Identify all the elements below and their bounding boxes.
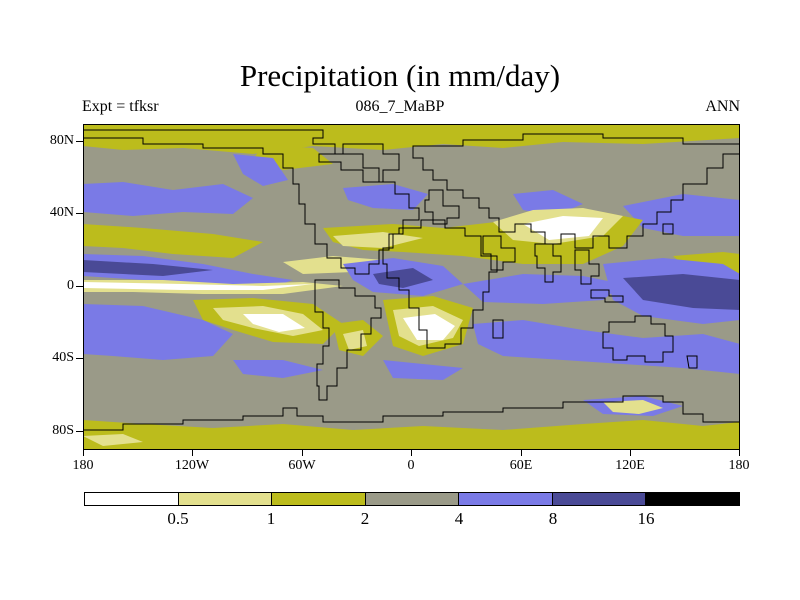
antarctic-low-strip xyxy=(83,434,143,446)
north-america-coast xyxy=(83,129,420,275)
australia-coast xyxy=(602,315,674,363)
lon-tick xyxy=(739,450,740,456)
colorbar-label: 16 xyxy=(637,509,655,528)
south-pacific-wet-east xyxy=(233,360,323,378)
north-atlantic-wet xyxy=(343,184,428,210)
colorbar-box xyxy=(365,493,460,505)
north-pacific-dry xyxy=(83,224,263,258)
lat-tick xyxy=(76,358,83,359)
south-pacific-wet xyxy=(83,304,233,360)
europe-peninsula xyxy=(424,189,460,225)
lon-label-0: 0 xyxy=(407,458,415,473)
itcz-pacific-core xyxy=(83,260,213,276)
lat-label-40s: 40S xyxy=(52,350,74,365)
experiment-label: Expt = tfksr xyxy=(82,98,159,115)
south-atlantic-wet xyxy=(383,360,463,380)
colorbar-box xyxy=(646,493,740,505)
south-america-coast xyxy=(314,279,382,401)
colorbar-box xyxy=(459,493,553,505)
south-africa-core xyxy=(403,314,455,340)
new-zealand-coast xyxy=(686,355,698,369)
colorbar-label: 2 xyxy=(360,509,370,528)
north-america-wet xyxy=(233,154,288,186)
lon-label-60e: 60E xyxy=(509,458,533,473)
lon-label-180w: 180 xyxy=(72,458,94,473)
arabia-coast xyxy=(482,235,516,271)
antarctic-low-patch xyxy=(603,400,663,414)
colorbar-label: 8 xyxy=(548,509,558,528)
lon-tick xyxy=(302,450,303,456)
lat-label-80s: 80S xyxy=(52,423,74,438)
colorbar-label: 0.5 xyxy=(167,509,189,528)
lon-label-120e: 120E xyxy=(615,458,645,473)
sahara-low xyxy=(333,232,423,248)
congo-core xyxy=(373,268,433,288)
lon-tick xyxy=(411,450,412,456)
japan-coast xyxy=(662,223,674,235)
lat-tick xyxy=(76,431,83,432)
time-label: 086_7_MaBP xyxy=(355,98,445,115)
eurasia-coast xyxy=(412,133,740,249)
antarctic-dry-band xyxy=(83,420,740,450)
india-coast xyxy=(534,243,562,283)
north-pacific-wet xyxy=(83,182,253,216)
north-west-pacific-wet xyxy=(623,194,740,236)
lon-label-180e: 180 xyxy=(728,458,750,473)
lat-label-40n: 40N xyxy=(49,205,74,220)
precipitation-map xyxy=(83,124,740,450)
madagascar-coast xyxy=(492,319,504,339)
lat-tick xyxy=(76,141,83,142)
west-pacific-core xyxy=(623,274,740,310)
africa-coast xyxy=(382,219,498,349)
lat-label-80n: 80N xyxy=(49,133,74,148)
greenland-coast xyxy=(318,143,400,183)
southeast-asia-coast xyxy=(574,249,600,285)
colorbar-box xyxy=(85,493,179,505)
indonesia-coast xyxy=(590,289,624,303)
colorbar-box xyxy=(178,493,273,505)
colorbar-label: 4 xyxy=(454,509,464,528)
lat-label-0: 0 xyxy=(67,278,74,293)
equatorial-dry-strip xyxy=(83,282,313,290)
lat-tick xyxy=(76,286,83,287)
lon-label-60w: 60W xyxy=(288,458,316,473)
plot-title: Precipitation (in mm/day) xyxy=(239,58,561,93)
indian-ocean-wet xyxy=(463,274,623,304)
antarctica-coast xyxy=(83,395,740,431)
colorbar-box xyxy=(272,493,366,505)
colorbar xyxy=(84,492,740,506)
season-label: ANN xyxy=(705,98,740,115)
lon-tick xyxy=(83,450,84,456)
coastlines xyxy=(83,129,740,431)
lon-tick xyxy=(521,450,522,456)
south-indian-wet xyxy=(473,320,740,374)
lat-tick xyxy=(76,213,83,214)
arctic-dry-band xyxy=(83,124,740,154)
lon-label-120w: 120W xyxy=(174,458,210,473)
south-pacific-core xyxy=(243,314,305,332)
colorbar-box xyxy=(552,493,647,505)
colorbar-label: 1 xyxy=(266,509,276,528)
asia-desert-core xyxy=(523,216,603,240)
lon-tick xyxy=(630,450,631,456)
lon-tick xyxy=(192,450,193,456)
